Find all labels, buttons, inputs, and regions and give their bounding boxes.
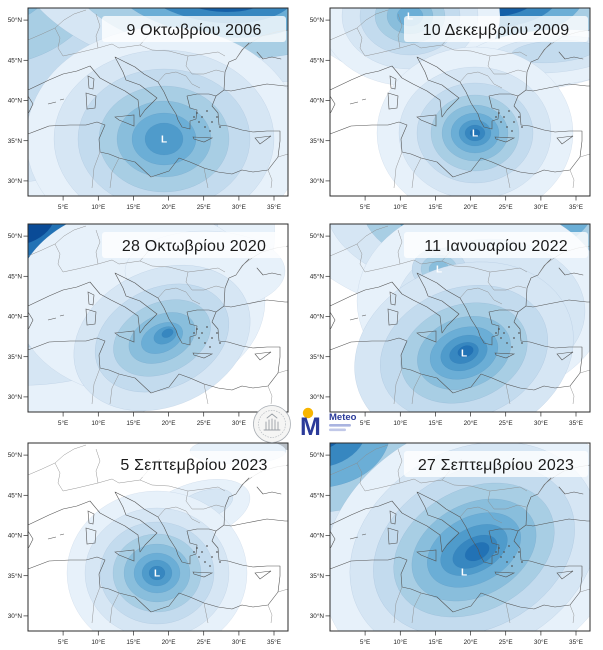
- date-label-band: [404, 451, 588, 477]
- date-label: 27 Σεπτεμβρίου 2023: [418, 457, 574, 474]
- cyclone: [354, 261, 574, 431]
- seal-building-icon: [263, 413, 281, 431]
- low-pressure-marker: L: [161, 135, 167, 146]
- map-panel-oct-2020: 28 Οκτωβρίου 2020: [0, 216, 300, 431]
- observatory-seal-logo: [253, 405, 291, 443]
- map-panel-dec-2009: 10 Δεκεμβρίου 2009 L L: [302, 0, 602, 215]
- date-label-band: [404, 16, 588, 42]
- low-pressure-marker: L: [461, 568, 467, 579]
- date-label-band: [404, 232, 588, 258]
- contour-field: [0, 216, 286, 431]
- meteo-wordmark: Meteo: [329, 412, 357, 423]
- meteo-sun-icon: [302, 407, 314, 419]
- contour-field: [302, 216, 602, 431]
- map-mask: [0, 216, 300, 431]
- cyclone: [322, 435, 602, 650]
- cyclone: [66, 490, 248, 650]
- map-panel-jan-2022: 11 Ιανουαρίου 2022 L L: [302, 216, 602, 431]
- meteo-logo: M Meteo: [300, 407, 357, 441]
- date-label: 5 Σεπτεμβρίου 2023: [120, 457, 267, 474]
- cyclone: [376, 46, 574, 215]
- meteo-tagline-bars: [329, 424, 351, 432]
- contour-field: [302, 435, 602, 650]
- date-label: 9 Οκτωβρίου 2006: [126, 22, 261, 39]
- map-panel-sep-27-2023: 27 Σεπτεμβρίου 2023 L: [302, 435, 602, 650]
- low-pressure-marker: L: [461, 349, 467, 360]
- map-panel-sep-5-2023: 5 Σεπτεμβρίου 2023 L: [0, 435, 300, 650]
- logo-strip: M Meteo: [252, 401, 364, 447]
- date-label: 28 Οκτωβρίου 2020: [122, 238, 266, 255]
- date-label: 10 Δεκεμβρίου 2009: [423, 22, 570, 39]
- date-label: 11 Ιανουαρίου 2022: [424, 238, 568, 255]
- date-label-band: [102, 451, 286, 477]
- low-pressure-marker: L: [154, 569, 160, 580]
- map-mask: [302, 216, 602, 431]
- date-label-band: [102, 16, 286, 42]
- low-pressure-marker: L: [472, 129, 478, 140]
- cyclone: [25, 26, 300, 215]
- map-panel-oct-2006: 9 Οκτωβρίου 2006 L: [0, 0, 300, 215]
- low-pressure-marker: L: [407, 12, 413, 23]
- low-pressure-marker: L: [436, 265, 442, 276]
- date-label-band: [102, 232, 286, 258]
- map-mask: [0, 435, 300, 650]
- med-low: [73, 264, 251, 412]
- meteo-m-icon: M: [300, 413, 321, 441]
